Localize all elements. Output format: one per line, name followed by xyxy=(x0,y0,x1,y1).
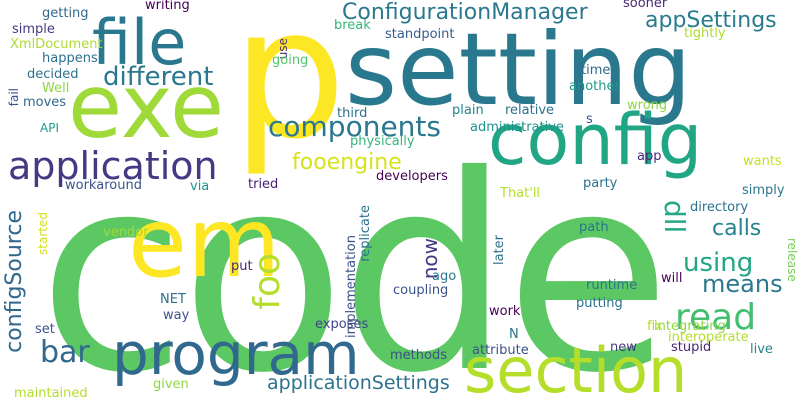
word-standpoint: standpoint xyxy=(385,28,454,41)
word-sooner: sooner xyxy=(623,0,667,10)
word-third: third xyxy=(337,107,367,120)
word-xmldocument: XmlDocument xyxy=(10,38,103,51)
word-happens: happens xyxy=(42,52,98,65)
word-workaround: workaround xyxy=(65,179,142,192)
word-calls: calls xyxy=(712,218,761,240)
word-plain: plain xyxy=(452,104,484,117)
word-runtime: runtime xyxy=(586,279,637,292)
word-relative: relative xyxy=(505,104,554,117)
word-well: Well xyxy=(42,82,69,95)
word-tried: tried xyxy=(248,178,278,191)
word-put: put xyxy=(231,260,253,273)
word-coupling: coupling xyxy=(393,284,448,297)
word-started: started xyxy=(37,212,49,255)
word-work: work xyxy=(489,305,520,318)
word-exposes: exposes xyxy=(315,318,368,331)
word-another: another xyxy=(569,80,620,93)
word-n: N xyxy=(509,328,519,341)
word-party: party xyxy=(583,177,617,190)
word-live: live xyxy=(750,343,773,356)
word-foo: foo xyxy=(250,253,286,310)
word-later: later xyxy=(493,235,506,265)
word-applicationsettings: applicationSettings xyxy=(267,374,450,393)
word-way: way xyxy=(163,309,189,322)
word-fail: fail xyxy=(8,88,20,106)
word-configsource: configSource xyxy=(4,210,26,353)
word-developers: developers xyxy=(376,170,448,183)
word-writing: writing xyxy=(145,0,190,12)
word-fix: fix xyxy=(647,320,663,333)
word-stupid: stupid xyxy=(671,341,711,354)
word-methods: methods xyxy=(390,349,447,362)
word-wrong: wrong xyxy=(627,99,667,112)
word-ago: ago xyxy=(432,270,456,283)
word-s: s xyxy=(586,113,593,126)
word-path: path xyxy=(579,221,609,234)
word-attribute: attribute xyxy=(472,344,529,357)
word-app: app xyxy=(637,150,661,163)
word-maintained: maintained xyxy=(14,387,88,400)
word-via: via xyxy=(190,180,209,193)
word-time: time xyxy=(581,64,610,77)
word-thatll: That'll xyxy=(500,187,540,200)
word-going: going xyxy=(272,54,308,67)
word-vendor: vendor xyxy=(103,226,148,239)
word-bar: bar xyxy=(40,338,90,368)
word-decided: decided xyxy=(27,68,79,81)
word-dll: dll xyxy=(660,200,688,233)
word-moves: moves xyxy=(23,96,66,109)
word-administrative: administrative xyxy=(470,121,564,134)
word-net: NET xyxy=(160,293,186,306)
word-simply: simply xyxy=(742,184,785,197)
word-new: new xyxy=(610,341,637,354)
word-physically: physically xyxy=(350,135,415,148)
word-getting: getting xyxy=(42,7,89,20)
word-release: release xyxy=(786,238,798,282)
word-tightly: tightly xyxy=(684,27,726,40)
word-different: different xyxy=(103,64,213,90)
word-given: given xyxy=(153,378,189,391)
word-set: set xyxy=(35,323,55,336)
word-means: means xyxy=(702,272,783,296)
word-directory: directory xyxy=(690,201,748,214)
word-simple: simple xyxy=(12,23,55,36)
word-replicate: replicate xyxy=(359,205,372,262)
word-will: will xyxy=(661,272,682,285)
word-putting: putting xyxy=(576,297,623,310)
word-break: break xyxy=(334,19,371,32)
word-api: API xyxy=(40,122,59,134)
word-wants: wants xyxy=(743,155,782,168)
word-configurationmanager: ConfigurationManager xyxy=(342,2,588,24)
